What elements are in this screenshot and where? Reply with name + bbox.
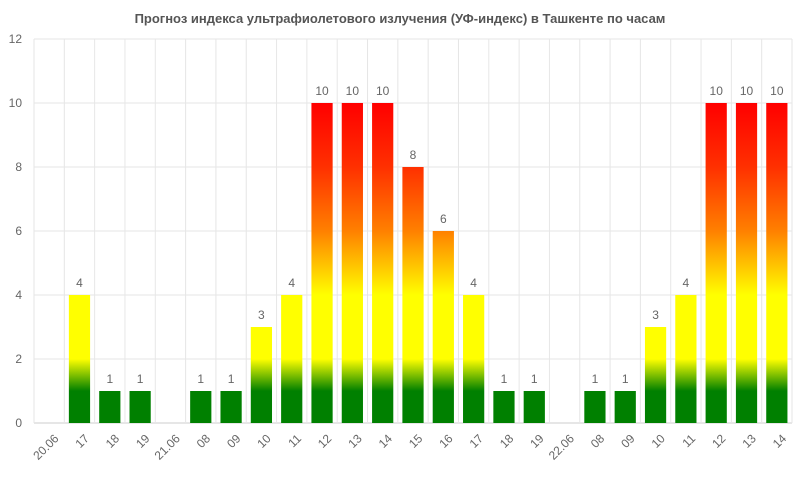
bar bbox=[68, 295, 91, 423]
x-tick-label: 10 bbox=[254, 431, 274, 451]
data-label: 10 bbox=[376, 84, 390, 98]
data-label: 3 bbox=[652, 308, 659, 322]
x-tick-label: 14 bbox=[376, 431, 396, 451]
data-labels: 4 1 1 1 1 3 4 10 10 10 8 6 4 1 1 1 1 3 4 10 10 10 bbox=[76, 84, 784, 386]
bar bbox=[584, 391, 606, 423]
bar bbox=[129, 391, 151, 423]
data-label: 1 bbox=[592, 372, 599, 386]
x-tick-label: 08 bbox=[588, 431, 608, 451]
y-tick-label: 8 bbox=[15, 160, 22, 174]
data-label: 10 bbox=[740, 84, 754, 98]
data-label: 1 bbox=[501, 372, 508, 386]
y-tick-label: 4 bbox=[15, 288, 22, 302]
grid-lines bbox=[33, 38, 793, 424]
x-tick-label: 09 bbox=[224, 431, 244, 451]
bar bbox=[644, 327, 667, 423]
data-label: 1 bbox=[531, 372, 538, 386]
y-tick-label: 10 bbox=[9, 96, 23, 110]
x-tick-label: 21.06 bbox=[152, 431, 183, 462]
x-tick-label: 14 bbox=[770, 431, 790, 451]
bar bbox=[675, 295, 697, 423]
x-tick-label: 12 bbox=[315, 431, 335, 451]
data-label: 4 bbox=[288, 276, 295, 290]
y-tick-label: 6 bbox=[15, 224, 22, 238]
x-tick-label: 19 bbox=[133, 431, 153, 451]
bar bbox=[463, 295, 485, 423]
bars bbox=[68, 103, 788, 423]
x-tick-label: 13 bbox=[345, 431, 365, 451]
bar bbox=[614, 391, 636, 423]
bar bbox=[523, 391, 545, 423]
data-label: 1 bbox=[137, 372, 144, 386]
bar bbox=[493, 391, 515, 423]
data-label: 1 bbox=[622, 372, 629, 386]
data-label: 10 bbox=[315, 84, 329, 98]
data-label: 10 bbox=[710, 84, 724, 98]
y-axis: 0 2 4 6 8 10 12 bbox=[9, 32, 23, 430]
data-label: 10 bbox=[770, 84, 784, 98]
y-tick-label: 2 bbox=[15, 352, 22, 366]
data-label: 4 bbox=[683, 276, 690, 290]
bar bbox=[220, 391, 242, 423]
x-tick-label: 20.06 bbox=[30, 431, 61, 462]
bar bbox=[372, 103, 394, 423]
x-tick-label: 18 bbox=[497, 431, 517, 451]
x-tick-label: 11 bbox=[285, 431, 304, 450]
data-label: 6 bbox=[440, 212, 447, 226]
x-tick-label: 22.06 bbox=[546, 431, 577, 462]
bar bbox=[99, 391, 121, 423]
y-tick-label: 12 bbox=[9, 32, 23, 46]
x-tick-label: 17 bbox=[72, 431, 92, 451]
x-tick-label: 11 bbox=[680, 431, 699, 450]
data-label: 1 bbox=[106, 372, 113, 386]
bar bbox=[432, 231, 454, 423]
bar bbox=[705, 103, 727, 423]
bar bbox=[311, 103, 333, 423]
y-tick-label: 0 bbox=[15, 416, 22, 430]
chart-title: Прогноз индекса ультрафиолетового излуче… bbox=[135, 11, 666, 26]
x-axis: 20.06 17 18 19 21.06 08 09 10 11 12 13 14 15 16 17 18 19… bbox=[30, 431, 789, 462]
bar bbox=[341, 103, 363, 423]
data-label: 8 bbox=[410, 148, 417, 162]
x-tick-label: 09 bbox=[618, 431, 638, 451]
data-label: 1 bbox=[197, 372, 204, 386]
x-tick-label: 18 bbox=[103, 431, 123, 451]
data-label: 3 bbox=[258, 308, 265, 322]
x-tick-label: 12 bbox=[709, 431, 729, 451]
bar bbox=[766, 103, 788, 423]
x-tick-label: 10 bbox=[649, 431, 669, 451]
bar bbox=[735, 103, 758, 423]
x-tick-label: 15 bbox=[406, 431, 426, 451]
data-label: 1 bbox=[228, 372, 235, 386]
bar bbox=[402, 167, 424, 423]
x-tick-label: 19 bbox=[527, 431, 547, 451]
data-label: 10 bbox=[346, 84, 360, 98]
x-tick-label: 17 bbox=[467, 431, 487, 451]
x-tick-label: 13 bbox=[740, 431, 760, 451]
data-label: 4 bbox=[76, 276, 83, 290]
bar bbox=[250, 327, 273, 423]
x-tick-label: 16 bbox=[436, 431, 456, 451]
x-tick-label: 08 bbox=[194, 431, 214, 451]
data-label: 4 bbox=[470, 276, 477, 290]
bar bbox=[281, 295, 303, 423]
bar bbox=[190, 391, 212, 423]
